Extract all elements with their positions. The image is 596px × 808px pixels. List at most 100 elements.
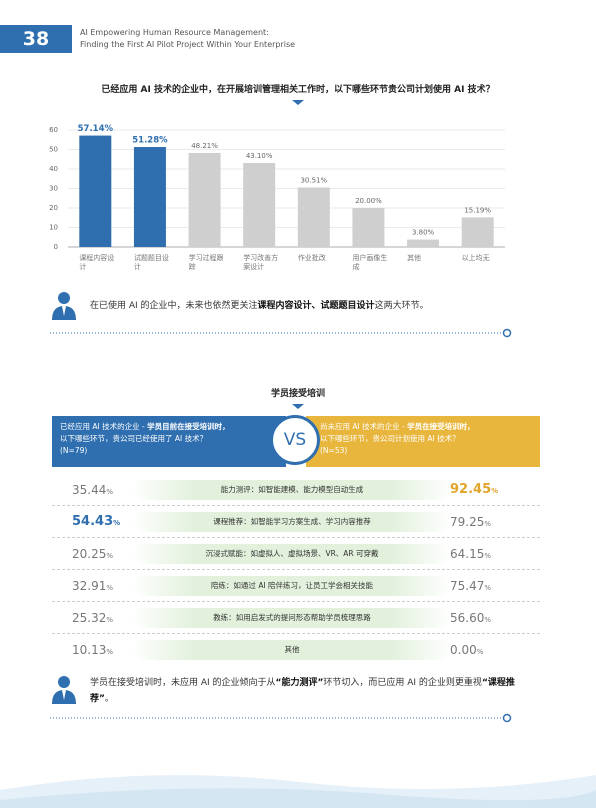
person-icon: [52, 292, 76, 320]
value: 20.25: [72, 547, 107, 561]
value: 35.44: [72, 483, 107, 497]
unit: %: [106, 584, 114, 592]
comparison-table: 35.44% 能力测评：如智能建模、能力模型自动生成 92.45% 54.43% 课程推…: [0, 474, 596, 666]
x-tick-label: 作业批改: [297, 254, 326, 262]
note: 学员在接受培训时，未应用 AI 的企业倾向于从“能力测评”环节切入，而已应用 A…: [90, 675, 515, 707]
note-text: 。: [104, 694, 114, 704]
left-value: 35.44%: [72, 474, 113, 506]
left-value: 20.25%: [72, 538, 113, 570]
bar: [79, 135, 112, 247]
x-tick-label: 课程内容设计: [79, 254, 115, 271]
left-value: 25.32%: [72, 602, 113, 634]
item: 陪练：如通过 AI 陪伴练习，让员工学会相关技能: [132, 576, 452, 596]
box-n: (N=79): [60, 446, 88, 455]
item: 教练：如用启发式的提问形态帮助学员梳理思路: [132, 608, 452, 628]
row-separator: [52, 601, 540, 602]
bar: [133, 147, 166, 247]
value: 75.47: [450, 579, 485, 593]
bar: [188, 152, 221, 247]
note-text: 学员在接受培训时，未应用 AI 的企业倾向于从: [90, 678, 276, 688]
divider: [50, 713, 512, 723]
y-tick-label: 30: [49, 185, 58, 193]
value: 0.00: [450, 643, 477, 657]
value: 54.43: [72, 514, 114, 529]
note-text: 在已使用 AI 的企业中，未来也依然更关注: [90, 301, 258, 311]
box-text: 尚未应用 AI 技术的企业 -: [320, 422, 408, 431]
bar: [352, 208, 385, 247]
y-tick-label: 40: [49, 165, 58, 173]
table-row: 10.13% 其他 0.00%: [52, 634, 540, 666]
box-bold: 学员在接受培训时，: [407, 422, 475, 431]
divider: [50, 328, 512, 338]
left-value: 32.91%: [72, 570, 113, 602]
note-text: 环节切入，而已应用 AI 的企业则更重视: [323, 678, 482, 688]
left-value: 10.13%: [72, 634, 113, 666]
vs-badge: VS: [270, 415, 320, 465]
data-label: 30.51%: [300, 177, 327, 185]
unit: %: [113, 519, 121, 527]
chart-title: 已经应用 AI 技术的企业中，在开展培训管理相关工作时，以下哪些环节贵公司计划使…: [101, 85, 495, 95]
note-bold: 课程内容设计、试题题目设计: [257, 301, 375, 311]
table-row: 35.44% 能力测评：如智能建模、能力模型自动生成 92.45%: [52, 474, 540, 506]
row-separator: [52, 505, 540, 506]
right-value: 56.60%: [450, 602, 491, 634]
table-row: 25.32% 教练：如用启发式的提问形态帮助学员梳理思路 56.60%: [52, 602, 540, 634]
value: 92.45: [450, 482, 492, 497]
unit: %: [106, 616, 114, 624]
unit: %: [106, 552, 114, 560]
data-label: 43.10%: [246, 152, 273, 160]
x-tick-label: 学习过程跟踪: [188, 254, 224, 271]
box-n: (N=53): [320, 446, 348, 455]
x-tick-label: 学习改善方案设计: [243, 254, 279, 271]
data-label: 48.21%: [191, 142, 218, 150]
right-value: 64.15%: [450, 538, 491, 570]
right-box: 尚未应用 AI 技术的企业 - 学员在接受培训时， 以下哪些环节，贵公司计划使用 …: [306, 416, 540, 467]
box-text: 以下哪些环节，贵公司已经使用了 AI 技术？: [60, 434, 208, 443]
right-value: 79.25%: [450, 506, 491, 538]
page-number: 38: [0, 25, 72, 53]
unit: %: [484, 584, 492, 592]
item: 其他: [132, 640, 452, 660]
value: 32.91: [72, 579, 107, 593]
x-tick-label: 以上均无: [461, 254, 490, 262]
value: 10.13: [72, 643, 107, 657]
row-separator: [52, 569, 540, 570]
y-tick-label: 60: [49, 126, 58, 134]
header-subtitle: Finding the First AI Pilot Project Withi…: [80, 40, 296, 49]
pointer: [292, 100, 304, 105]
person-icon: [52, 676, 76, 704]
table-row: 20.25% 沉浸式赋能：如虚拟人、虚拟场景、VR、AR 可穿戴 64.15%: [52, 538, 540, 570]
footer-wave: [0, 775, 596, 808]
section-title: 学员接受培训: [270, 389, 325, 399]
box-text: 已经应用 AI 技术的企业 -: [60, 422, 148, 431]
table-row: 54.43% 课程推荐：如智能学习方案生成、学习内容推荐 79.25%: [52, 506, 540, 538]
data-label: 51.28%: [132, 136, 168, 146]
unit: %: [484, 616, 492, 624]
y-tick-label: 10: [49, 224, 58, 232]
data-label: 15.19%: [464, 206, 491, 214]
pointer: [292, 404, 304, 409]
x-tick-label: 其他: [407, 254, 422, 262]
x-tick-label: 用户画像生成: [352, 254, 388, 271]
note: 在已使用 AI 的企业中，未来也依然更关注课程内容设计、试题题目设计这两大环节。: [90, 298, 540, 314]
note-bold: “能力测评”: [275, 678, 324, 688]
item: 课程推荐：如智能学习方案生成、学习内容推荐: [132, 512, 452, 532]
y-tick-label: 50: [49, 146, 58, 154]
table-row: 32.91% 陪练：如通过 AI 陪伴练习，让员工学会相关技能 75.47%: [52, 570, 540, 602]
unit: %: [484, 552, 492, 560]
y-tick-label: 20: [49, 204, 58, 212]
right-value: 92.45%: [450, 474, 498, 506]
data-label: 57.14%: [78, 124, 114, 134]
bar: [297, 187, 330, 247]
data-label: 20.00%: [355, 197, 382, 205]
row-separator: [52, 633, 540, 634]
item: 沉浸式赋能：如虚拟人、虚拟场景、VR、AR 可穿戴: [132, 544, 452, 564]
left-value: 54.43%: [72, 506, 120, 538]
header-title: AI Empowering Human Resource Management:: [80, 28, 269, 37]
row-separator: [52, 537, 540, 538]
unit: %: [484, 520, 492, 528]
bar: [243, 162, 276, 247]
note-text: 这两大环节。: [374, 301, 429, 311]
right-value: 0.00%: [450, 634, 483, 666]
